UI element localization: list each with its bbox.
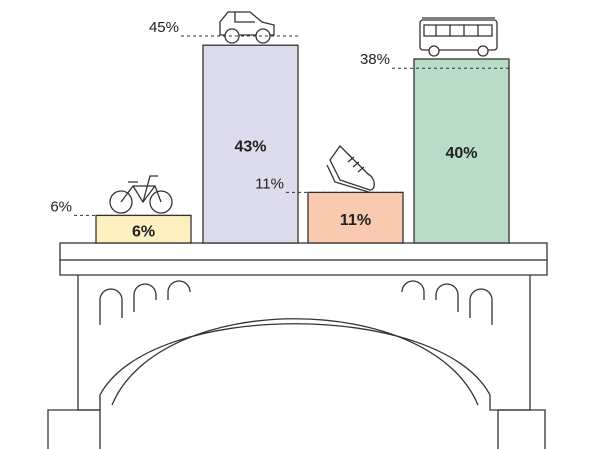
car-icon [219, 11, 275, 44]
value-label: 43% [234, 138, 266, 155]
value-label: 6% [132, 223, 155, 240]
bar [202, 44, 299, 244]
value-label: 40% [445, 145, 477, 162]
reference-label: 38% [360, 51, 390, 68]
reference-label: 45% [149, 19, 179, 36]
reference-label: 6% [50, 198, 72, 215]
bar [413, 58, 510, 244]
bridge [47, 242, 548, 449]
shoe-icon [326, 144, 375, 194]
reference-label: 11% [255, 175, 284, 192]
value-label: 11% [340, 212, 371, 229]
bar [95, 214, 192, 244]
bar [307, 191, 404, 244]
bus-icon [419, 17, 498, 57]
bicycle-icon [109, 175, 173, 214]
